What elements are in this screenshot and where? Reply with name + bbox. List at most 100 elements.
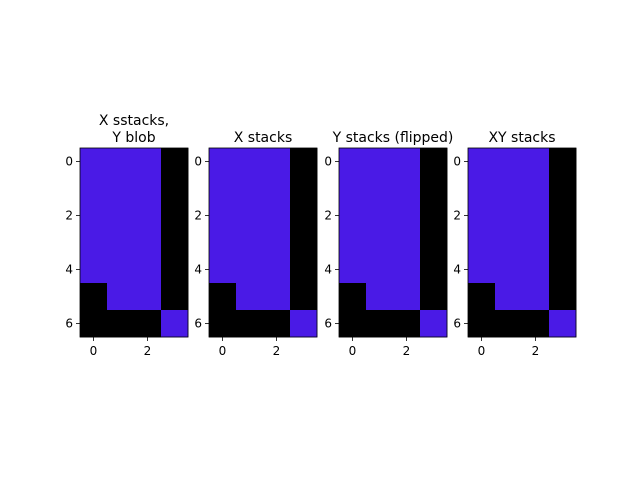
cell-r1-c3: [420, 175, 448, 203]
cell-r2-c3: [549, 202, 577, 230]
y-tick-label: 2: [194, 209, 202, 223]
cell-r1-c3: [549, 175, 577, 203]
cell-r6-c2: [134, 310, 162, 338]
cell-r5-c2: [393, 283, 421, 311]
cell-r5-c1: [366, 283, 394, 311]
cell-r2-c2: [522, 202, 550, 230]
cell-r0-c1: [366, 148, 394, 176]
cell-r3-c0: [468, 229, 496, 257]
cell-r6-c1: [366, 310, 394, 338]
cell-r3-c3: [290, 229, 318, 257]
cell-r4-c2: [263, 256, 291, 284]
y-tick-label: 4: [65, 263, 73, 277]
cell-r2-c1: [107, 202, 135, 230]
y-tick-label: 0: [324, 155, 332, 169]
cell-r1-c2: [263, 175, 291, 203]
heatmap-panel-1: 0 2 0 2 4 6 X sstacks,Y blob: [65, 113, 189, 358]
cell-r5-c0: [468, 283, 496, 311]
panel-title: XY stacks: [488, 130, 555, 146]
cell-r5-c2: [263, 283, 291, 311]
x-tick-label: 0: [90, 344, 98, 358]
cell-r2-c3: [290, 202, 318, 230]
cell-r4-c2: [393, 256, 421, 284]
cell-r1-c2: [134, 175, 162, 203]
cell-r3-c1: [236, 229, 264, 257]
cell-r3-c1: [107, 229, 135, 257]
y-tick-label: 4: [324, 263, 332, 277]
panel-title: Y blob: [111, 130, 155, 146]
cell-r3-c0: [80, 229, 108, 257]
cell-r3-c0: [339, 229, 367, 257]
cell-r5-c0: [339, 283, 367, 311]
cell-r5-c3: [549, 283, 577, 311]
cell-r2-c1: [236, 202, 264, 230]
cell-r6-c3: [549, 310, 577, 338]
x-tick-label: 0: [478, 344, 486, 358]
cell-r0-c1: [107, 148, 135, 176]
panel-title: X sstacks,: [99, 113, 169, 129]
cell-r6-c0: [80, 310, 108, 338]
cell-r0-c2: [263, 148, 291, 176]
y-tick-label: 6: [324, 317, 332, 331]
cell-r4-c3: [290, 256, 318, 284]
cell-r6-c1: [495, 310, 523, 338]
cell-r5-c0: [209, 283, 237, 311]
y-tick-label: 0: [453, 155, 461, 169]
cell-r0-c1: [236, 148, 264, 176]
axes-frame: [467, 147, 577, 338]
cell-r3-c3: [420, 229, 448, 257]
heatmap-panel-4: 0 2 0 2 4 6 XY stacks: [453, 130, 577, 358]
y-tick-label: 2: [324, 209, 332, 223]
cell-r2-c3: [420, 202, 448, 230]
cell-r4-c1: [495, 256, 523, 284]
cell-r4-c1: [236, 256, 264, 284]
y-tick-label: 6: [65, 317, 73, 331]
cell-r3-c0: [209, 229, 237, 257]
cell-r1-c0: [339, 175, 367, 203]
cell-r5-c1: [495, 283, 523, 311]
cell-r4-c0: [209, 256, 237, 284]
cell-r4-c3: [161, 256, 189, 284]
x-tick-label: 2: [403, 344, 411, 358]
panel-title: X stacks: [234, 130, 293, 146]
cell-r4-c0: [80, 256, 108, 284]
cell-r2-c2: [263, 202, 291, 230]
cell-r0-c0: [209, 148, 237, 176]
cell-r5-c2: [134, 283, 162, 311]
y-tick-label: 2: [453, 209, 461, 223]
cell-r2-c0: [209, 202, 237, 230]
y-tick-label: 6: [453, 317, 461, 331]
y-tick-label: 4: [453, 263, 461, 277]
cell-r4-c0: [339, 256, 367, 284]
cell-r5-c3: [420, 283, 448, 311]
cell-r0-c3: [290, 148, 318, 176]
cell-r3-c3: [549, 229, 577, 257]
cell-r3-c2: [134, 229, 162, 257]
cell-r3-c1: [366, 229, 394, 257]
cell-r2-c1: [366, 202, 394, 230]
x-tick-label: 2: [144, 344, 152, 358]
cell-r2-c2: [134, 202, 162, 230]
cell-r0-c3: [161, 148, 189, 176]
cell-r1-c2: [522, 175, 550, 203]
cell-r4-c3: [420, 256, 448, 284]
y-tick-label: 0: [65, 155, 73, 169]
cell-r3-c2: [263, 229, 291, 257]
cell-r5-c0: [80, 283, 108, 311]
cell-r1-c2: [393, 175, 421, 203]
cell-r4-c2: [522, 256, 550, 284]
cell-r3-c2: [393, 229, 421, 257]
cell-r0-c2: [134, 148, 162, 176]
cell-r1-c3: [161, 175, 189, 203]
axes-frame: [208, 147, 318, 338]
cell-r5-c1: [107, 283, 135, 311]
y-tick-label: 6: [194, 317, 202, 331]
cell-r4-c2: [134, 256, 162, 284]
cell-r5-c3: [290, 283, 318, 311]
cell-r2-c1: [495, 202, 523, 230]
cell-r1-c1: [366, 175, 394, 203]
heatmap-panel-3: 0 2 0 2 4 6 Y stacks (flipped): [324, 130, 453, 358]
cell-r5-c1: [236, 283, 264, 311]
cell-r5-c3: [161, 283, 189, 311]
